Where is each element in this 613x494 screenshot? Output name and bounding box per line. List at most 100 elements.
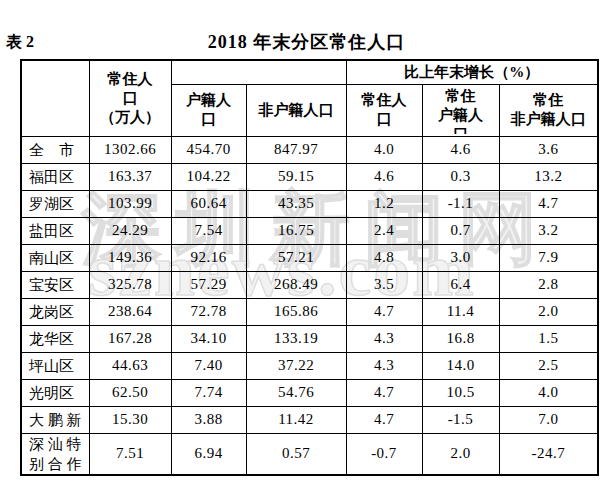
- value-cell: 44.63: [89, 352, 171, 379]
- header-growth-hukou: 常住 户籍人 口: [422, 84, 499, 136]
- value-cell: 4.6: [346, 163, 422, 190]
- value-cell: 268.49: [246, 271, 346, 298]
- table-row: 坪山区44.637.4037.224.314.02.5: [21, 352, 598, 379]
- value-cell: 3.2: [499, 217, 598, 244]
- value-cell: 6.94: [171, 433, 246, 475]
- table-row: 罗湖区103.9960.6443.351.2-1.14.7: [21, 190, 598, 217]
- value-cell: -1.1: [422, 190, 499, 217]
- header-row-1: 常住人 口 （万人） 比上年末增长（%）: [21, 60, 598, 84]
- value-cell: 10.5: [422, 379, 499, 406]
- value-cell: 133.19: [246, 325, 346, 352]
- value-cell: 2.4: [346, 217, 422, 244]
- value-cell: 4.0: [499, 379, 598, 406]
- district-cell: 光明区: [21, 379, 89, 406]
- header-growth-non-hukou: 常住 非户籍人口: [499, 84, 598, 136]
- header-growth-hukou-text: 常住 户籍人 口: [427, 87, 495, 134]
- value-cell: 11.4: [422, 298, 499, 325]
- value-cell: 43.35: [246, 190, 346, 217]
- district-cell: 盐田区: [21, 217, 89, 244]
- value-cell: 24.29: [89, 217, 171, 244]
- district-cell: 龙岗区: [21, 298, 89, 325]
- header-corner-cell: [21, 60, 89, 136]
- value-cell: 7.0: [499, 406, 598, 433]
- value-cell: 4.8: [346, 244, 422, 271]
- value-cell: 2.0: [499, 298, 598, 325]
- value-cell: 57.21: [246, 244, 346, 271]
- table-row: 光明区62.507.7454.764.710.54.0: [21, 379, 598, 406]
- district-cell: 大 鹏 新: [21, 406, 89, 433]
- value-cell: 7.54: [171, 217, 246, 244]
- district-cell: 罗湖区: [21, 190, 89, 217]
- document-page: 深圳新闻网 sznews.com 2018 年末分区常住人口 表 2 常住人 口…: [0, 0, 613, 494]
- value-cell: 11.42: [246, 406, 346, 433]
- table-row: 全 市1302.66454.70847.974.04.63.6: [21, 136, 598, 163]
- value-cell: 59.15: [246, 163, 346, 190]
- value-cell: 4.7: [499, 190, 598, 217]
- value-cell: 4.7: [346, 298, 422, 325]
- value-cell: 72.78: [171, 298, 246, 325]
- header-population-group: [171, 60, 346, 84]
- value-cell: -0.7: [346, 433, 422, 475]
- table-row: 大 鹏 新15.303.8811.424.7-1.57.0: [21, 406, 598, 433]
- table-header: 常住人 口 （万人） 比上年末增长（%） 户籍人 口 非户籍人口 常住人 口 常…: [21, 60, 598, 136]
- value-cell: 1.5: [499, 325, 598, 352]
- header-growth-group: 比上年末增长（%）: [346, 60, 598, 84]
- value-cell: 3.5: [346, 271, 422, 298]
- value-cell: 60.64: [171, 190, 246, 217]
- value-cell: 4.7: [346, 406, 422, 433]
- value-cell: 2.0: [422, 433, 499, 475]
- value-cell: 92.16: [171, 244, 246, 271]
- value-cell: 1.2: [346, 190, 422, 217]
- header-growth-resident: 常住人 口: [346, 84, 422, 136]
- value-cell: 2.8: [499, 271, 598, 298]
- value-cell: 4.0: [346, 136, 422, 163]
- value-cell: 6.4: [422, 271, 499, 298]
- district-cell: 宝安区: [21, 271, 89, 298]
- value-cell: 15.30: [89, 406, 171, 433]
- table-row: 福田区163.37104.2259.154.60.313.2: [21, 163, 598, 190]
- value-cell: 14.0: [422, 352, 499, 379]
- value-cell: 103.99: [89, 190, 171, 217]
- value-cell: 34.10: [171, 325, 246, 352]
- value-cell: 16.8: [422, 325, 499, 352]
- value-cell: 0.3: [422, 163, 499, 190]
- value-cell: 4.3: [346, 325, 422, 352]
- table-row: 龙华区167.2834.10133.194.316.81.5: [21, 325, 598, 352]
- value-cell: -24.7: [499, 433, 598, 475]
- value-cell: 7.74: [171, 379, 246, 406]
- district-cell: 全 市: [21, 136, 89, 163]
- value-cell: 4.7: [346, 379, 422, 406]
- value-cell: 2.5: [499, 352, 598, 379]
- value-cell: 149.36: [89, 244, 171, 271]
- value-cell: 167.28: [89, 325, 171, 352]
- table-row: 宝安区325.7857.29268.493.56.42.8: [21, 271, 598, 298]
- value-cell: 4.3: [346, 352, 422, 379]
- value-cell: 4.6: [422, 136, 499, 163]
- value-cell: 7.51: [89, 433, 171, 475]
- value-cell: 3.6: [499, 136, 598, 163]
- page-title: 2018 年末分区常住人口: [0, 30, 613, 54]
- value-cell: 1302.66: [89, 136, 171, 163]
- value-cell: 0.57: [246, 433, 346, 475]
- value-cell: 7.9: [499, 244, 598, 271]
- value-cell: 238.64: [89, 298, 171, 325]
- value-cell: 3.0: [422, 244, 499, 271]
- district-cell: 深 汕 特 别 合 作: [21, 433, 89, 475]
- table-row: 盐田区24.297.5416.752.40.73.2: [21, 217, 598, 244]
- value-cell: 16.75: [246, 217, 346, 244]
- table-number-label: 表 2: [6, 32, 34, 53]
- district-cell: 福田区: [21, 163, 89, 190]
- value-cell: 163.37: [89, 163, 171, 190]
- table-row: 南山区149.3692.1657.214.83.07.9: [21, 244, 598, 271]
- value-cell: 325.78: [89, 271, 171, 298]
- value-cell: 0.7: [422, 217, 499, 244]
- district-cell: 龙华区: [21, 325, 89, 352]
- value-cell: 13.2: [499, 163, 598, 190]
- value-cell: 62.50: [89, 379, 171, 406]
- district-cell: 南山区: [21, 244, 89, 271]
- header-hukou: 户籍人 口: [171, 84, 246, 136]
- header-non-hukou: 非户籍人口: [246, 84, 346, 136]
- header-resident-total: 常住人 口 （万人）: [89, 60, 171, 136]
- district-cell: 坪山区: [21, 352, 89, 379]
- population-table: 常住人 口 （万人） 比上年末增长（%） 户籍人 口 非户籍人口 常住人 口 常…: [20, 59, 599, 476]
